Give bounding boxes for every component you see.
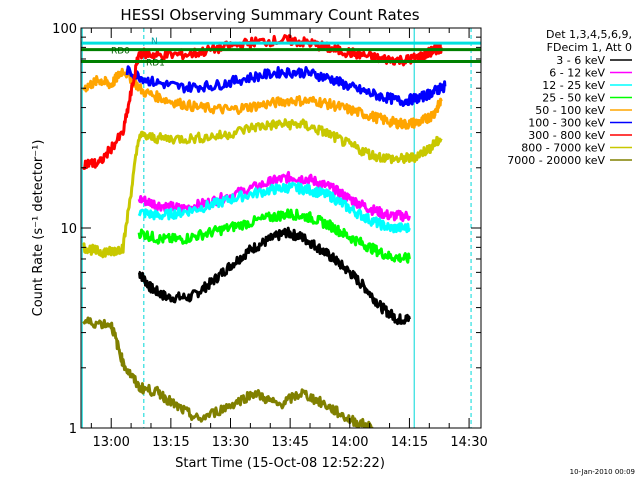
x-tick-label: 14:00 [331,435,368,450]
y-tick-label: 100 [52,22,77,37]
data-layer: RD0 RD1 N [81,28,481,428]
series-line [125,65,447,107]
chart-title: HESSI Observing Summary Count Rates [120,6,419,24]
legend-entry-label: 300 - 800 keV [528,129,605,142]
legend-entry-label: 6 - 12 keV [549,67,605,80]
legend-entry-label: 12 - 25 keV [542,79,605,92]
legend-header: Det 1,3,4,5,6,9, [546,28,632,41]
x-tick-label: 14:30 [450,435,487,450]
y-axis-label: Count Rate (s⁻¹ detector⁻¹) [31,140,46,317]
series-line [137,208,411,264]
legend-entry-label: 7000 - 20000 keV [507,154,605,167]
x-tick-label: 13:30 [212,435,249,450]
legend-entry-label: 3 - 6 keV [556,54,605,67]
x-tick-label: 13:15 [152,435,189,450]
y-tick-label: 1 [69,422,77,437]
legend-entry-label: 50 - 100 keV [535,104,605,117]
series-line [137,181,411,234]
series-line [82,67,443,130]
x-axis-label: Start Time (15-Oct-08 12:52:22) [175,456,385,471]
series-line [81,34,443,170]
x-tick-label: 13:45 [271,435,308,450]
flag-label: RD1 [146,58,165,68]
legend-entry-label: 800 - 7000 keV [521,142,605,155]
series-line [138,226,411,326]
y-tick-label: 10 [60,222,77,237]
footer-date: 10-Jan-2010 00:09 [570,468,635,476]
flag-label: N [151,37,158,47]
x-axis: 13:00 13:15 13:30 13:45 14:00 14:15 14:30 [90,28,488,450]
x-tick-label: 13:00 [92,435,129,450]
series-line [82,118,443,259]
legend-entry-label: 100 - 300 keV [528,117,605,130]
legend-entry-label: 25 - 50 keV [542,92,605,105]
legend: Det 1,3,4,5,6,9,FDecim 1, Att 03 - 6 keV… [507,28,632,167]
flag-label: RD0 [111,47,130,57]
x-tick-label: 14:15 [391,435,428,450]
series-line [82,316,375,428]
y-axis: 1 10 100 [52,22,481,437]
legend-header: FDecim 1, Att 0 [547,41,632,54]
